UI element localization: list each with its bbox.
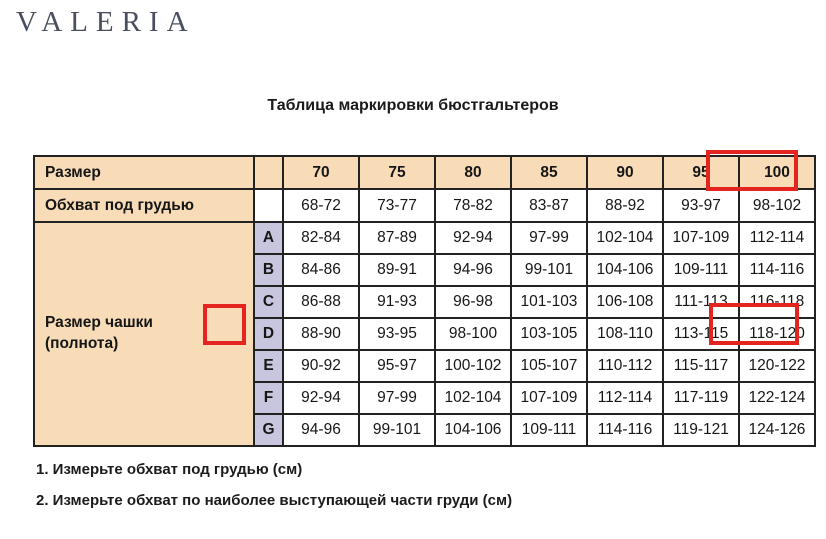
cup-value: 95-97 — [358, 349, 436, 383]
cup-value: 118-120 — [738, 317, 816, 351]
size-table: Размер 70 75 80 85 90 95 100 Обхват под грудью 68… — [33, 155, 816, 447]
size-col-header-85: 85 — [510, 155, 588, 190]
cup-value: 113-115 — [662, 317, 740, 351]
cup-value: 105-107 — [510, 349, 588, 383]
cup-value: 120-122 — [738, 349, 816, 383]
underbust-value: 78-82 — [434, 188, 512, 223]
cup-value: 103-105 — [510, 317, 588, 351]
cup-value: 114-116 — [586, 413, 664, 447]
table-row: Размер чашки (полнота) A 82-84 87-89 92-94 97… — [33, 221, 816, 447]
cup-value: 92-94 — [282, 381, 360, 415]
cup-value: 122-124 — [738, 381, 816, 415]
cup-value: 124-126 — [738, 413, 816, 447]
size-col-header-90: 90 — [586, 155, 664, 190]
cup-value: 107-109 — [510, 381, 588, 415]
cup-value: 119-121 — [662, 413, 740, 447]
cup-value: 104-106 — [586, 253, 664, 287]
cup-value: 101-103 — [510, 285, 588, 319]
cup-value: 108-110 — [586, 317, 664, 351]
cup-value: 97-99 — [510, 221, 588, 255]
cup-value: 84-86 — [282, 253, 360, 287]
table-row: B 84-86 89-91 94-96 99-101 104-106 109-111 114-… — [34, 253, 816, 287]
cup-value: 106-108 — [586, 285, 664, 319]
cup-value: 92-94 — [434, 221, 512, 255]
cup-value: 96-98 — [434, 285, 512, 319]
cup-value: 93-95 — [358, 317, 436, 351]
cup-value: 82-84 — [282, 221, 360, 255]
cup-value: 100-102 — [434, 349, 512, 383]
cup-value: 94-96 — [282, 413, 360, 447]
corner-cell — [253, 155, 284, 190]
cup-value: 111-113 — [662, 285, 740, 319]
cup-value: 109-111 — [510, 413, 588, 447]
instruction-note-1: 1. Измерьте обхват под грудью (см) — [36, 461, 303, 478]
cup-value: 87-89 — [358, 221, 436, 255]
page-title: Таблица маркировки бюстгальтеров — [267, 97, 559, 114]
cup-value: 91-93 — [358, 285, 436, 319]
table-row: C 86-88 91-93 96-98 101-103 106-108 111-113 116… — [34, 285, 816, 319]
cup-value: 99-101 — [358, 413, 436, 447]
cup-value: 97-99 — [358, 381, 436, 415]
table-row: Размер 70 75 80 85 90 95 100 — [33, 155, 816, 190]
size-col-header-80: 80 — [434, 155, 512, 190]
underbust-value: 73-77 — [358, 188, 436, 223]
cup-value: 110-112 — [586, 349, 664, 383]
cup-letter-C: C — [253, 285, 284, 319]
cup-value: 114-116 — [738, 253, 816, 287]
cup-value: 112-114 — [586, 381, 664, 415]
cup-letter-D: D — [253, 317, 284, 351]
empty-cell — [253, 188, 284, 223]
cup-letter-B: B — [253, 253, 284, 287]
underbust-value: 93-97 — [662, 188, 740, 223]
cup-value: 89-91 — [358, 253, 436, 287]
cup-value: 102-104 — [434, 381, 512, 415]
cup-value: 102-104 — [586, 221, 664, 255]
underbust-row-label: Обхват под грудью — [33, 188, 255, 223]
size-col-header-70: 70 — [282, 155, 360, 190]
cup-value: 90-92 — [282, 349, 360, 383]
cup-letter-E: E — [253, 349, 284, 383]
cup-value: 86-88 — [282, 285, 360, 319]
cup-value: 115-117 — [662, 349, 740, 383]
size-col-header-100: 100 — [738, 155, 816, 190]
cup-value: 88-90 — [282, 317, 360, 351]
cup-value: 98-100 — [434, 317, 512, 351]
cup-letter-A: A — [253, 221, 284, 255]
cup-value: 104-106 — [434, 413, 512, 447]
size-col-header-95: 95 — [662, 155, 740, 190]
cup-value: 117-119 — [662, 381, 740, 415]
underbust-value: 68-72 — [282, 188, 360, 223]
table-row: F 92-94 97-99 102-104 107-109 112-114 117-119 1… — [34, 381, 816, 415]
cup-letter-G: G — [253, 413, 284, 447]
underbust-value: 98-102 — [738, 188, 816, 223]
table-row: E 90-92 95-97 100-102 105-107 110-112 115-117 1… — [34, 349, 816, 383]
table-row: G 94-96 99-101 104-106 109-111 114-116 119-121… — [34, 413, 816, 447]
cup-value: 109-111 — [662, 253, 740, 287]
table-row: D 88-90 93-95 98-100 103-105 108-110 113-115 11… — [34, 317, 816, 351]
underbust-value: 83-87 — [510, 188, 588, 223]
size-col-header-75: 75 — [358, 155, 436, 190]
underbust-value: 88-92 — [586, 188, 664, 223]
instruction-note-2: 2. Измерьте обхват по наиболее выступающ… — [36, 492, 513, 509]
table-row: Обхват под грудью 68-72 73-77 78-82 83-87 88-… — [33, 188, 816, 223]
cup-letter-F: F — [253, 381, 284, 415]
size-row-label: Размер — [33, 155, 255, 190]
cup-value: 94-96 — [434, 253, 512, 287]
cup-value: 112-114 — [738, 221, 816, 255]
brand-logo: VALERIA — [16, 6, 196, 38]
cup-value: 107-109 — [662, 221, 740, 255]
cup-size-label: Размер чашки (полнота) — [33, 221, 255, 447]
cup-value: 99-101 — [510, 253, 588, 287]
cup-value: 116-118 — [738, 285, 816, 319]
